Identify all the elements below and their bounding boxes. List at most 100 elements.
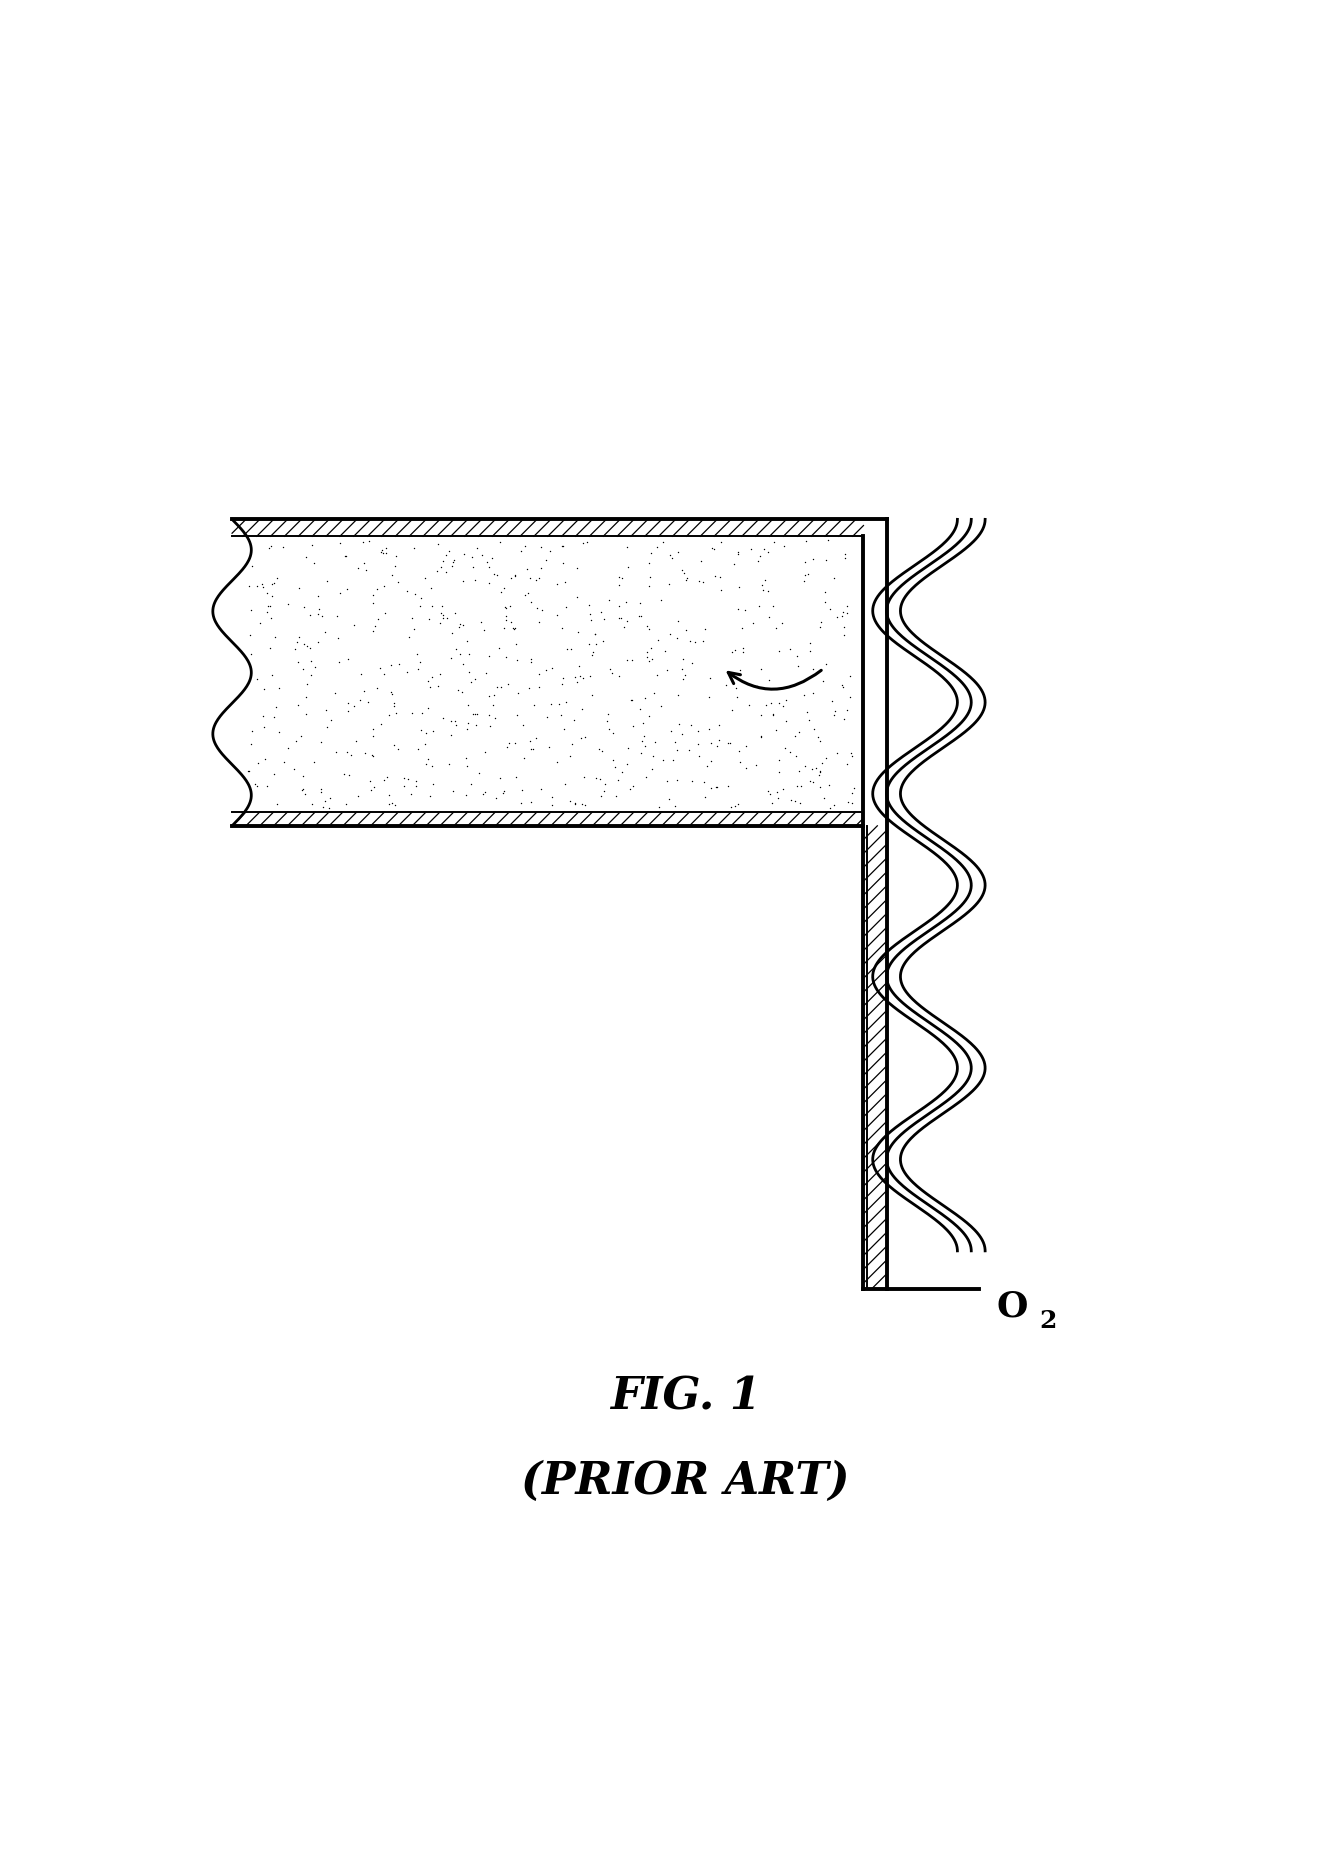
Point [693, 567, 714, 596]
Point [590, 764, 611, 794]
Point [365, 611, 386, 641]
Point [606, 781, 627, 811]
Point [520, 587, 541, 617]
Point [608, 563, 630, 593]
Point [802, 768, 824, 798]
Point [779, 785, 801, 815]
Point [809, 611, 830, 641]
Point [810, 725, 832, 755]
Point [814, 578, 836, 608]
Point [449, 610, 471, 639]
Point [730, 747, 751, 777]
Point [837, 787, 858, 816]
Point [456, 714, 477, 744]
Point [800, 628, 821, 658]
Point [455, 742, 476, 772]
Point [622, 645, 643, 675]
Point [646, 660, 667, 690]
Point [476, 548, 497, 578]
Point [608, 602, 630, 632]
Point [453, 610, 475, 639]
Point [531, 533, 552, 563]
Point [773, 531, 794, 561]
Point [761, 688, 782, 718]
Point [707, 731, 729, 761]
Point [362, 721, 384, 751]
Point [667, 606, 689, 636]
Point [572, 664, 594, 693]
Point [579, 662, 600, 692]
Point [511, 537, 532, 567]
Point [456, 781, 477, 811]
Point [479, 569, 500, 598]
Point [464, 565, 485, 595]
Point [638, 645, 659, 675]
Point [485, 703, 507, 733]
Point [521, 734, 543, 764]
Point [507, 645, 528, 675]
Point [285, 634, 306, 664]
Text: (PRIOR ART): (PRIOR ART) [521, 1460, 849, 1504]
Point [785, 742, 806, 772]
Point [556, 634, 578, 664]
Point [822, 790, 844, 820]
Text: FIG. 1: FIG. 1 [610, 1376, 761, 1419]
Point [703, 533, 725, 563]
Point [747, 591, 769, 621]
Point [381, 561, 402, 591]
Point [297, 669, 318, 699]
Point [441, 617, 463, 647]
Point [603, 746, 624, 775]
Point [348, 554, 369, 583]
Point [594, 604, 615, 634]
Point [733, 634, 754, 664]
Point [599, 714, 620, 744]
Point [635, 684, 656, 714]
Point [563, 705, 584, 734]
Point [550, 701, 571, 731]
Point [575, 721, 596, 751]
Point [754, 565, 775, 595]
Point [500, 563, 521, 593]
Point [766, 777, 787, 807]
Point [245, 768, 266, 798]
Point [401, 602, 422, 632]
Point [705, 561, 726, 591]
Point [366, 673, 388, 703]
Point [247, 772, 269, 802]
Point [618, 552, 639, 582]
Point [715, 671, 737, 701]
Point [540, 688, 562, 718]
Point [378, 788, 400, 818]
Point [751, 570, 773, 600]
Point [695, 781, 717, 811]
Point [485, 783, 507, 813]
Point [571, 788, 592, 818]
Point [767, 636, 789, 665]
Point [452, 677, 473, 706]
Point [277, 733, 298, 762]
Point [287, 647, 309, 677]
Point [393, 762, 414, 792]
Point [697, 751, 718, 781]
Point [758, 665, 779, 695]
Point [495, 593, 516, 623]
Point [350, 660, 372, 690]
Point [574, 790, 595, 820]
Point [447, 675, 468, 705]
Point [299, 600, 321, 630]
Point [786, 772, 808, 802]
Point [481, 542, 503, 572]
Point [316, 567, 337, 596]
Point [336, 788, 357, 818]
Point [362, 714, 384, 744]
Point [384, 731, 405, 761]
Point [353, 677, 374, 706]
Point [548, 690, 570, 720]
Point [671, 654, 693, 684]
Point [834, 539, 856, 569]
Point [698, 682, 719, 712]
Point [493, 775, 515, 805]
Point [259, 591, 281, 621]
Point [493, 613, 515, 643]
